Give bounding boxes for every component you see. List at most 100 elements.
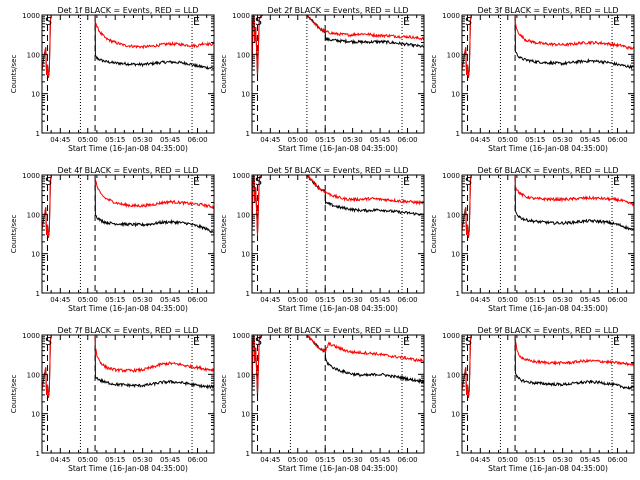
x-tick-label: 04:45 <box>470 136 490 144</box>
x-tick-label: 05:30 <box>133 136 153 144</box>
y-tick-label: 1000 <box>442 12 460 20</box>
x-tick-label: 05:15 <box>525 296 545 304</box>
y-tick-label: 10 <box>241 251 250 259</box>
plot-frame <box>41 334 215 454</box>
series-line-lld <box>252 335 424 394</box>
plot-frame <box>251 334 425 454</box>
end-marker: E <box>613 335 620 348</box>
x-axis-label: Start Time (16-Jan-08 04:35:00) <box>68 144 188 153</box>
y-tick-label: 1 <box>36 290 40 298</box>
panel-title: Det 7f BLACK = Events, RED = LLD <box>57 326 198 335</box>
series-line-lld <box>42 175 214 239</box>
start-marker: S <box>465 335 472 348</box>
y-tick-label: 100 <box>447 371 460 379</box>
x-tick-label: 05:45 <box>370 456 390 464</box>
y-axis-label: Counts/sec <box>10 375 18 414</box>
start-marker: S <box>255 15 262 28</box>
end-marker: E <box>193 335 200 348</box>
plot-frame <box>461 334 635 454</box>
y-tick-label: 10 <box>451 411 460 419</box>
y-tick-label: 1000 <box>22 172 40 180</box>
end-marker: E <box>193 175 200 188</box>
x-tick-label: 05:15 <box>315 456 335 464</box>
panel-title: Det 4f BLACK = Events, RED = LLD <box>57 166 198 175</box>
start-marker: S <box>45 15 52 28</box>
detector-panel-9: 1 10 100 1000 04:45 05:00 05:15 05:30 05:45 06:00… <box>430 326 635 473</box>
series-line-events <box>462 335 634 399</box>
detector-panel-2: 1 10 100 1000 04:45 05:00 05:15 05:30 05:45 06:00… <box>220 6 425 153</box>
y-tick-label: 1 <box>36 130 40 138</box>
x-tick-label: 05:30 <box>133 296 153 304</box>
y-tick-label: 100 <box>237 371 250 379</box>
x-tick-label: 05:45 <box>370 136 390 144</box>
series-line-lld <box>462 175 634 239</box>
y-tick-label: 1000 <box>232 172 250 180</box>
x-tick-label: 05:30 <box>133 456 153 464</box>
start-marker: S <box>45 335 52 348</box>
x-tick-label: 05:30 <box>553 456 573 464</box>
x-tick-label: 04:45 <box>470 296 490 304</box>
panel-title: Det 6f BLACK = Events, RED = LLD <box>477 166 618 175</box>
plot-frame <box>41 14 215 134</box>
detector-panel-3: 1 10 100 1000 04:45 05:00 05:15 05:30 05:45 06:00… <box>430 6 635 153</box>
y-tick-label: 1000 <box>232 332 250 340</box>
start-marker: S <box>255 335 262 348</box>
detector-panel-5: 1 10 100 1000 04:45 05:00 05:15 05:30 05:45 06:00… <box>220 166 425 313</box>
series-line-events <box>462 15 634 79</box>
x-tick-label: 05:00 <box>498 456 518 464</box>
x-tick-label: 05:15 <box>315 296 335 304</box>
y-tick-label: 100 <box>27 371 40 379</box>
detector-panel-4: 1 10 100 1000 04:45 05:00 05:15 05:30 05:45 06:00… <box>10 166 215 313</box>
x-tick-label: 06:00 <box>397 136 417 144</box>
y-tick-label: 1000 <box>232 12 250 20</box>
x-tick-label: 04:45 <box>50 296 70 304</box>
y-tick-label: 1 <box>456 130 460 138</box>
end-marker: E <box>613 15 620 28</box>
y-tick-label: 1 <box>246 130 250 138</box>
x-tick-label: 04:45 <box>260 456 280 464</box>
y-tick-label: 1 <box>456 290 460 298</box>
start-marker: S <box>255 175 262 188</box>
start-marker: S <box>465 15 472 28</box>
y-tick-label: 1 <box>246 290 250 298</box>
x-tick-label: 05:00 <box>78 296 98 304</box>
end-marker: E <box>613 175 620 188</box>
x-tick-label: 06:00 <box>187 296 207 304</box>
series-line-events <box>252 15 424 77</box>
panel-title: Det 2f BLACK = Events, RED = LLD <box>267 6 408 15</box>
y-tick-label: 100 <box>27 211 40 219</box>
detector-panel-8: 1 10 100 1000 04:45 05:00 05:15 05:30 05:45 06:00… <box>220 326 425 473</box>
x-tick-label: 06:00 <box>187 456 207 464</box>
x-tick-label: 06:00 <box>397 456 417 464</box>
start-marker: S <box>465 175 472 188</box>
series-line-lld <box>252 175 424 236</box>
x-tick-label: 04:45 <box>260 296 280 304</box>
y-tick-label: 10 <box>451 91 460 99</box>
plot-frame <box>251 174 425 294</box>
x-tick-label: 05:15 <box>525 136 545 144</box>
x-tick-label: 06:00 <box>607 296 627 304</box>
y-tick-label: 10 <box>31 411 40 419</box>
start-marker: S <box>45 175 52 188</box>
y-axis-label: Counts/sec <box>10 215 18 254</box>
y-tick-label: 1000 <box>22 12 40 20</box>
x-tick-label: 05:45 <box>160 296 180 304</box>
plot-frame <box>461 14 635 134</box>
y-tick-label: 10 <box>241 411 250 419</box>
end-marker: E <box>403 335 410 348</box>
series-line-lld <box>462 15 634 79</box>
series-line-events <box>42 15 214 79</box>
y-tick-label: 10 <box>451 251 460 259</box>
x-tick-label: 05:00 <box>288 136 308 144</box>
y-tick-label: 100 <box>237 211 250 219</box>
x-tick-label: 06:00 <box>187 136 207 144</box>
y-tick-label: 10 <box>31 251 40 259</box>
x-tick-label: 05:15 <box>315 136 335 144</box>
x-tick-label: 05:15 <box>525 456 545 464</box>
y-tick-label: 100 <box>237 51 250 59</box>
x-tick-label: 05:45 <box>160 456 180 464</box>
plot-frame <box>251 14 425 134</box>
x-tick-label: 05:15 <box>105 456 125 464</box>
x-tick-label: 05:45 <box>370 296 390 304</box>
